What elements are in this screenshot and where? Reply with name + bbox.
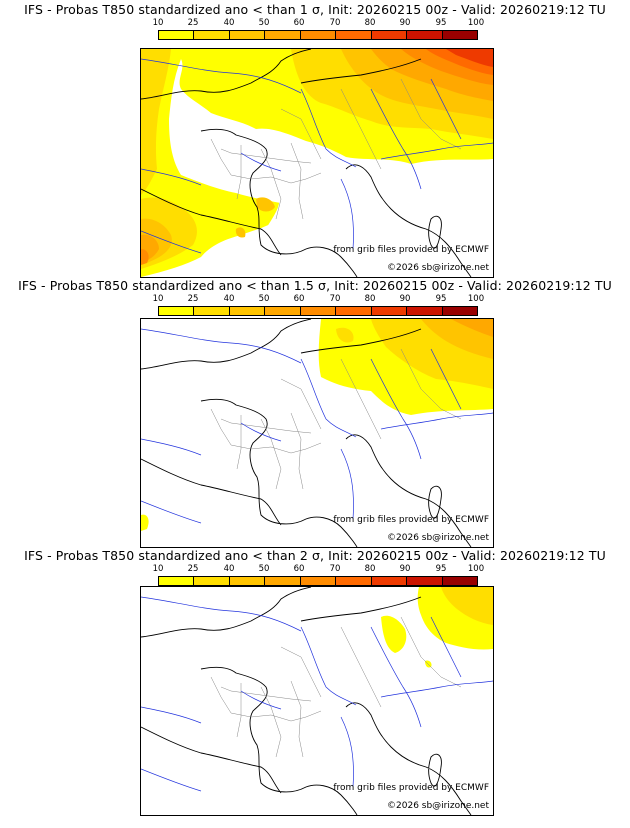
legend-label: 50 <box>258 18 270 28</box>
legend-label: 70 <box>329 294 341 304</box>
legend-label: 60 <box>293 564 305 574</box>
legend-swatch-80-90 <box>371 577 408 585</box>
legend-swatch-25-40 <box>194 31 230 39</box>
probability-field <box>141 49 493 277</box>
legend-swatch-70-80 <box>336 307 372 315</box>
legend-label: 10 <box>152 294 164 304</box>
legend-label: 80 <box>364 18 376 28</box>
legend-swatch-90-95 <box>407 307 443 315</box>
panel-title: IFS - Probas T850 standardized ano < tha… <box>18 278 612 293</box>
color-legend: 10 25 40 50 60 70 80 90 95 100 <box>150 565 490 587</box>
legend-label: 25 <box>187 294 199 304</box>
source-credit: from grib files provided by ECMWF <box>333 515 489 525</box>
legend-label: 10 <box>152 18 164 28</box>
legend-swatch-70-80 <box>336 577 372 585</box>
legend-swatch-10-25 <box>159 577 195 585</box>
legend-label: 95 <box>435 18 447 28</box>
source-credit: from grib files provided by ECMWF <box>333 245 489 255</box>
color-legend: 10 25 40 50 60 70 80 90 95 100 <box>150 19 490 41</box>
legend-swatch-90-95 <box>407 31 443 39</box>
legend-swatch-25-40 <box>194 577 230 585</box>
map-frame: from grib files provided by ECMWF ©2026 … <box>140 586 494 816</box>
map-lines <box>141 49 493 277</box>
legend-label: 70 <box>329 564 341 574</box>
copyright-credit: ©2026 sb@irizone.net <box>387 263 489 273</box>
legend-label: 95 <box>435 564 447 574</box>
legend-label: 40 <box>223 294 235 304</box>
legend-swatch-90-95 <box>407 577 443 585</box>
legend-swatch-60-70 <box>300 31 337 39</box>
map-lines <box>141 319 493 547</box>
legend-swatch-50-60 <box>265 31 301 39</box>
legend-label: 100 <box>467 294 485 304</box>
legend-label: 50 <box>258 294 270 304</box>
legend-label: 90 <box>399 294 411 304</box>
legend-label: 100 <box>467 564 485 574</box>
legend-label: 40 <box>223 564 235 574</box>
probability-field <box>141 319 493 531</box>
probability-map <box>141 49 493 277</box>
color-legend: 10 25 40 50 60 70 80 90 95 100 <box>150 295 490 317</box>
legend-label: 60 <box>293 294 305 304</box>
legend-label: 95 <box>435 294 447 304</box>
legend-swatch-10-25 <box>159 31 195 39</box>
probability-field <box>381 587 493 668</box>
probability-map <box>141 587 493 815</box>
legend-label: 80 <box>364 294 376 304</box>
legend-swatch-25-40 <box>194 307 230 315</box>
legend-label: 70 <box>329 18 341 28</box>
legend-swatch-40-50 <box>229 31 266 39</box>
legend-label: 90 <box>399 564 411 574</box>
legend-swatch-10-25 <box>159 307 195 315</box>
legend-swatch-40-50 <box>229 577 266 585</box>
panel-title: IFS - Probas T850 standardized ano < tha… <box>24 2 606 17</box>
legend-colorbar <box>158 30 478 40</box>
legend-swatch-50-60 <box>265 307 301 315</box>
legend-swatch-80-90 <box>371 307 408 315</box>
legend-swatch-95-100 <box>442 577 477 585</box>
copyright-credit: ©2026 sb@irizone.net <box>387 533 489 543</box>
legend-swatch-80-90 <box>371 31 408 39</box>
map-frame: from grib files provided by ECMWF ©2026 … <box>140 48 494 278</box>
panel-title: IFS - Probas T850 standardized ano < tha… <box>24 548 606 563</box>
legend-label: 25 <box>187 18 199 28</box>
panel-2sigma: IFS - Probas T850 standardized ano < tha… <box>0 546 630 822</box>
legend-colorbar <box>158 576 478 586</box>
legend-label: 40 <box>223 18 235 28</box>
copyright-credit: ©2026 sb@irizone.net <box>387 801 489 811</box>
legend-swatch-60-70 <box>300 577 337 585</box>
map-frame: from grib files provided by ECMWF ©2026 … <box>140 318 494 548</box>
panel-1-5sigma: IFS - Probas T850 standardized ano < tha… <box>0 276 630 552</box>
legend-label: 10 <box>152 564 164 574</box>
legend-swatch-95-100 <box>442 31 477 39</box>
legend-swatch-40-50 <box>229 307 266 315</box>
legend-label: 80 <box>364 564 376 574</box>
legend-swatch-95-100 <box>442 307 477 315</box>
legend-label: 100 <box>467 18 485 28</box>
panel-1sigma: IFS - Probas T850 standardized ano < tha… <box>0 0 630 278</box>
legend-swatch-60-70 <box>300 307 337 315</box>
legend-label: 25 <box>187 564 199 574</box>
legend-swatch-50-60 <box>265 577 301 585</box>
legend-swatch-70-80 <box>336 31 372 39</box>
probability-map <box>141 319 493 547</box>
legend-label: 50 <box>258 564 270 574</box>
legend-label: 60 <box>293 18 305 28</box>
map-lines <box>141 587 493 815</box>
legend-colorbar <box>158 306 478 316</box>
source-credit: from grib files provided by ECMWF <box>333 783 489 793</box>
legend-label: 90 <box>399 18 411 28</box>
